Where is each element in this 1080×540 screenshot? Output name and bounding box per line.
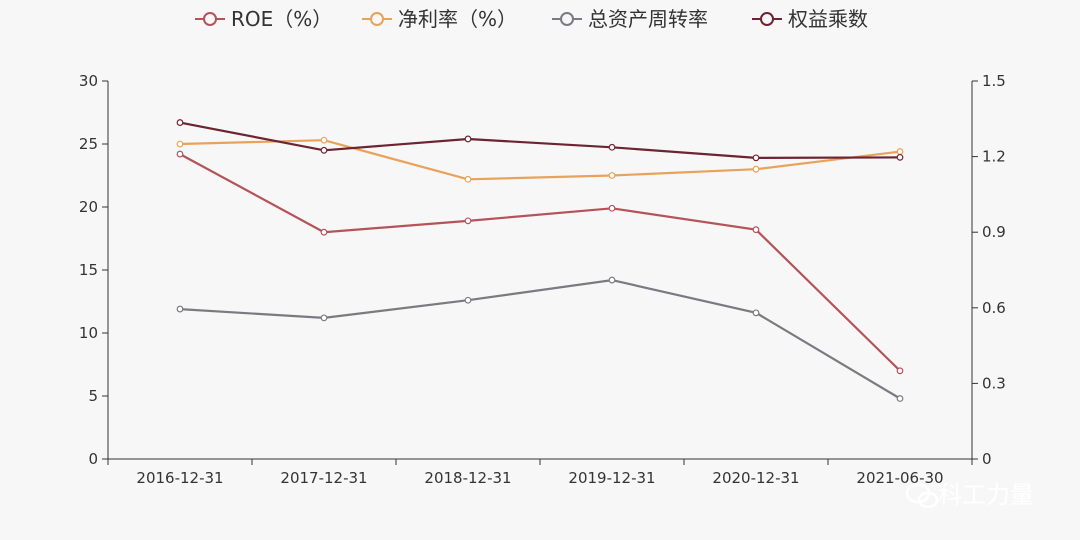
y-right-tick-label: 0 [982, 450, 992, 468]
watermark: 科工力量 [905, 481, 1034, 509]
y-left-tick-label: 10 [79, 324, 98, 342]
x-tick-label: 2021-06-30 [856, 469, 943, 487]
wechat-icon [905, 482, 939, 509]
data-point [464, 135, 472, 143]
y-right-tick-label: 0.9 [982, 223, 1006, 241]
data-point [176, 150, 184, 158]
series-1 [176, 136, 904, 183]
data-point [176, 119, 184, 126]
y-left-tick-label: 25 [79, 135, 98, 153]
y-right-tick-label: 1.5 [982, 72, 1006, 90]
data-point [608, 143, 616, 151]
legend-label-roe: ROE（%） [231, 7, 332, 31]
x-tick-label: 2018-12-31 [424, 469, 511, 487]
legend-label-net-margin: 净利率（%） [398, 7, 517, 31]
series-3 [176, 119, 904, 162]
y-right-tick-label: 1.2 [982, 148, 1006, 166]
data-point [176, 140, 184, 148]
legend-item-roe[interactable]: ROE（%） [195, 7, 332, 31]
series-0 [176, 150, 904, 375]
data-point [320, 146, 328, 154]
x-tick-label: 2019-12-31 [568, 469, 655, 487]
y-left-tick-label: 0 [88, 450, 98, 468]
data-point [896, 395, 904, 402]
data-point [608, 204, 616, 212]
data-point [752, 165, 760, 173]
series-line [179, 278, 901, 400]
legend-item-asset-turnover[interactable]: 总资产周转率 [552, 7, 708, 31]
series-line [179, 121, 901, 160]
data-point [608, 276, 616, 284]
series-line [179, 153, 901, 372]
x-tick-label: 2020-12-31 [712, 469, 799, 487]
data-point [752, 226, 760, 234]
watermark-text: 科工力量 [938, 481, 1034, 509]
x-tick-label: 2016-12-31 [136, 469, 223, 487]
data-point [896, 153, 904, 161]
y-right-tick-label: 0.3 [982, 374, 1006, 392]
legend-swatch-marker [370, 12, 384, 26]
data-point [896, 367, 904, 375]
y-left-tick-label: 20 [79, 198, 98, 216]
legend-swatch-marker [560, 12, 574, 26]
y-left-tick-label: 15 [79, 261, 98, 279]
legend-label-asset-turnover: 总资产周转率 [588, 7, 708, 31]
data-point [752, 154, 760, 162]
series-layer [176, 119, 904, 402]
legend-item-equity-multiplier[interactable]: 权益乘数 [752, 7, 868, 31]
legend-swatch-marker [203, 12, 217, 26]
data-point [176, 305, 184, 313]
y-left-tick-label: 5 [88, 387, 98, 405]
axes: 0 5 10 15 20 25 30 0 0.3 0.6 0.9 1.2 1.5 2016-12-31 20… [79, 72, 1006, 487]
legend-item-net-margin[interactable]: 净利率（%） [362, 7, 517, 31]
data-point [320, 136, 328, 144]
x-tick-label: 2017-12-31 [280, 469, 367, 487]
legend-swatch-marker [760, 12, 774, 26]
series-line [179, 139, 901, 181]
data-point [608, 172, 616, 179]
data-point [752, 309, 760, 317]
data-point [464, 217, 472, 225]
data-point [320, 228, 328, 236]
legend-label-equity-multiplier: 权益乘数 [788, 7, 868, 31]
data-point [464, 175, 472, 183]
data-point [464, 296, 472, 304]
legend: ROE（%） 净利率（%） 总资产周转率 权益乘数 [195, 7, 868, 31]
series-2 [176, 276, 904, 402]
data-point [320, 314, 328, 322]
data-point [896, 148, 904, 155]
y-right-tick-label: 0.6 [982, 299, 1006, 317]
y-left-tick-label: 30 [79, 72, 98, 90]
